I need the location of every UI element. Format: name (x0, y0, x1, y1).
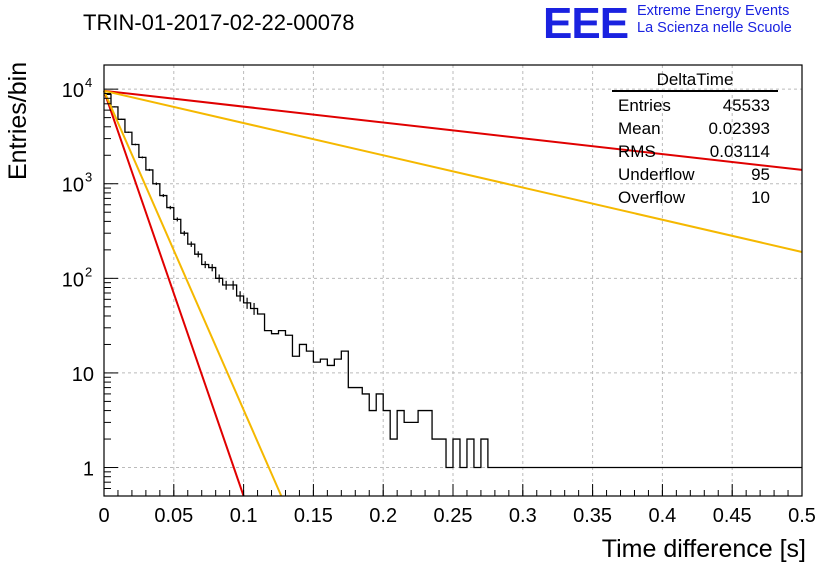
y-tick-exponent: 3 (85, 170, 92, 185)
x-tick-label: 0.4 (648, 505, 676, 527)
stats-label: Underflow (618, 165, 695, 184)
x-tick-label: 0.05 (154, 505, 193, 527)
fit-line-yellow (103, 89, 803, 253)
stats-title: DeltaTime (612, 70, 778, 92)
fit-lines (103, 89, 803, 497)
logo-line-2: La Scienza nelle Scuole (637, 20, 792, 36)
stats-value: 10 (751, 188, 770, 207)
x-tick-label: 0.3 (509, 505, 537, 527)
y-tick-exponent: 4 (85, 75, 92, 90)
y-tick-label: 10 (62, 175, 84, 197)
y-tick-exponent: 2 (85, 264, 92, 279)
y-tick-label: 10 (62, 269, 84, 291)
x-tick-label: 0.15 (294, 505, 333, 527)
y-tick-label: 10 (72, 364, 94, 386)
x-tick-label: 0.45 (713, 505, 752, 527)
eee-logo: EEE (543, 0, 629, 48)
stats-label: Mean (618, 119, 661, 138)
stats-label: Entries (618, 96, 671, 115)
stats-value: 45533 (722, 96, 770, 115)
chart-title: TRIN-01-2017-02-22-00078 (83, 10, 355, 35)
x-tick-label: 0 (98, 505, 109, 527)
stats-row: RMS 0.03114 (612, 140, 778, 163)
axis-ticks: 0 0.05 0.1 0.15 0.2 0.25 0.3 0.35 0.4 0.45 0.5 1 10 1… (62, 75, 816, 527)
x-tick-label: 0.1 (230, 505, 258, 527)
fit-line-red (103, 89, 803, 171)
x-tick-label: 0.5 (788, 505, 816, 527)
y-tick-label: 1 (83, 459, 94, 481)
stats-value: 0.03114 (709, 142, 770, 161)
stats-label: RMS (618, 142, 656, 161)
stats-row: Underflow 95 (612, 163, 778, 186)
x-axis-label: Time difference [s] (601, 535, 806, 563)
histogram (104, 93, 802, 469)
stats-row: Mean 0.02393 (612, 117, 778, 140)
histogram-outline (104, 93, 802, 469)
stats-row: Entries 45533 (612, 94, 778, 117)
y-tick-label: 10 (62, 80, 84, 102)
logo-line-1: Extreme Energy Events (637, 3, 790, 19)
stats-box: DeltaTime Entries 45533 Mean 0.02393 RMS 0.03… (612, 70, 778, 209)
stats-value: 95 (751, 165, 770, 184)
fit-line-red (103, 90, 245, 497)
stats-value: 0.02393 (708, 119, 770, 138)
y-axis-label: Entries/bin (4, 61, 32, 180)
x-tick-label: 0.2 (369, 505, 397, 527)
x-tick-label: 0.25 (434, 505, 473, 527)
x-tick-label: 0.35 (573, 505, 612, 527)
stats-row: Overflow 10 (612, 186, 778, 209)
logo-caption: Extreme Energy Events La Scienza nelle S… (637, 3, 792, 37)
fit-line-yellow (103, 90, 283, 497)
stats-label: Overflow (618, 188, 686, 207)
